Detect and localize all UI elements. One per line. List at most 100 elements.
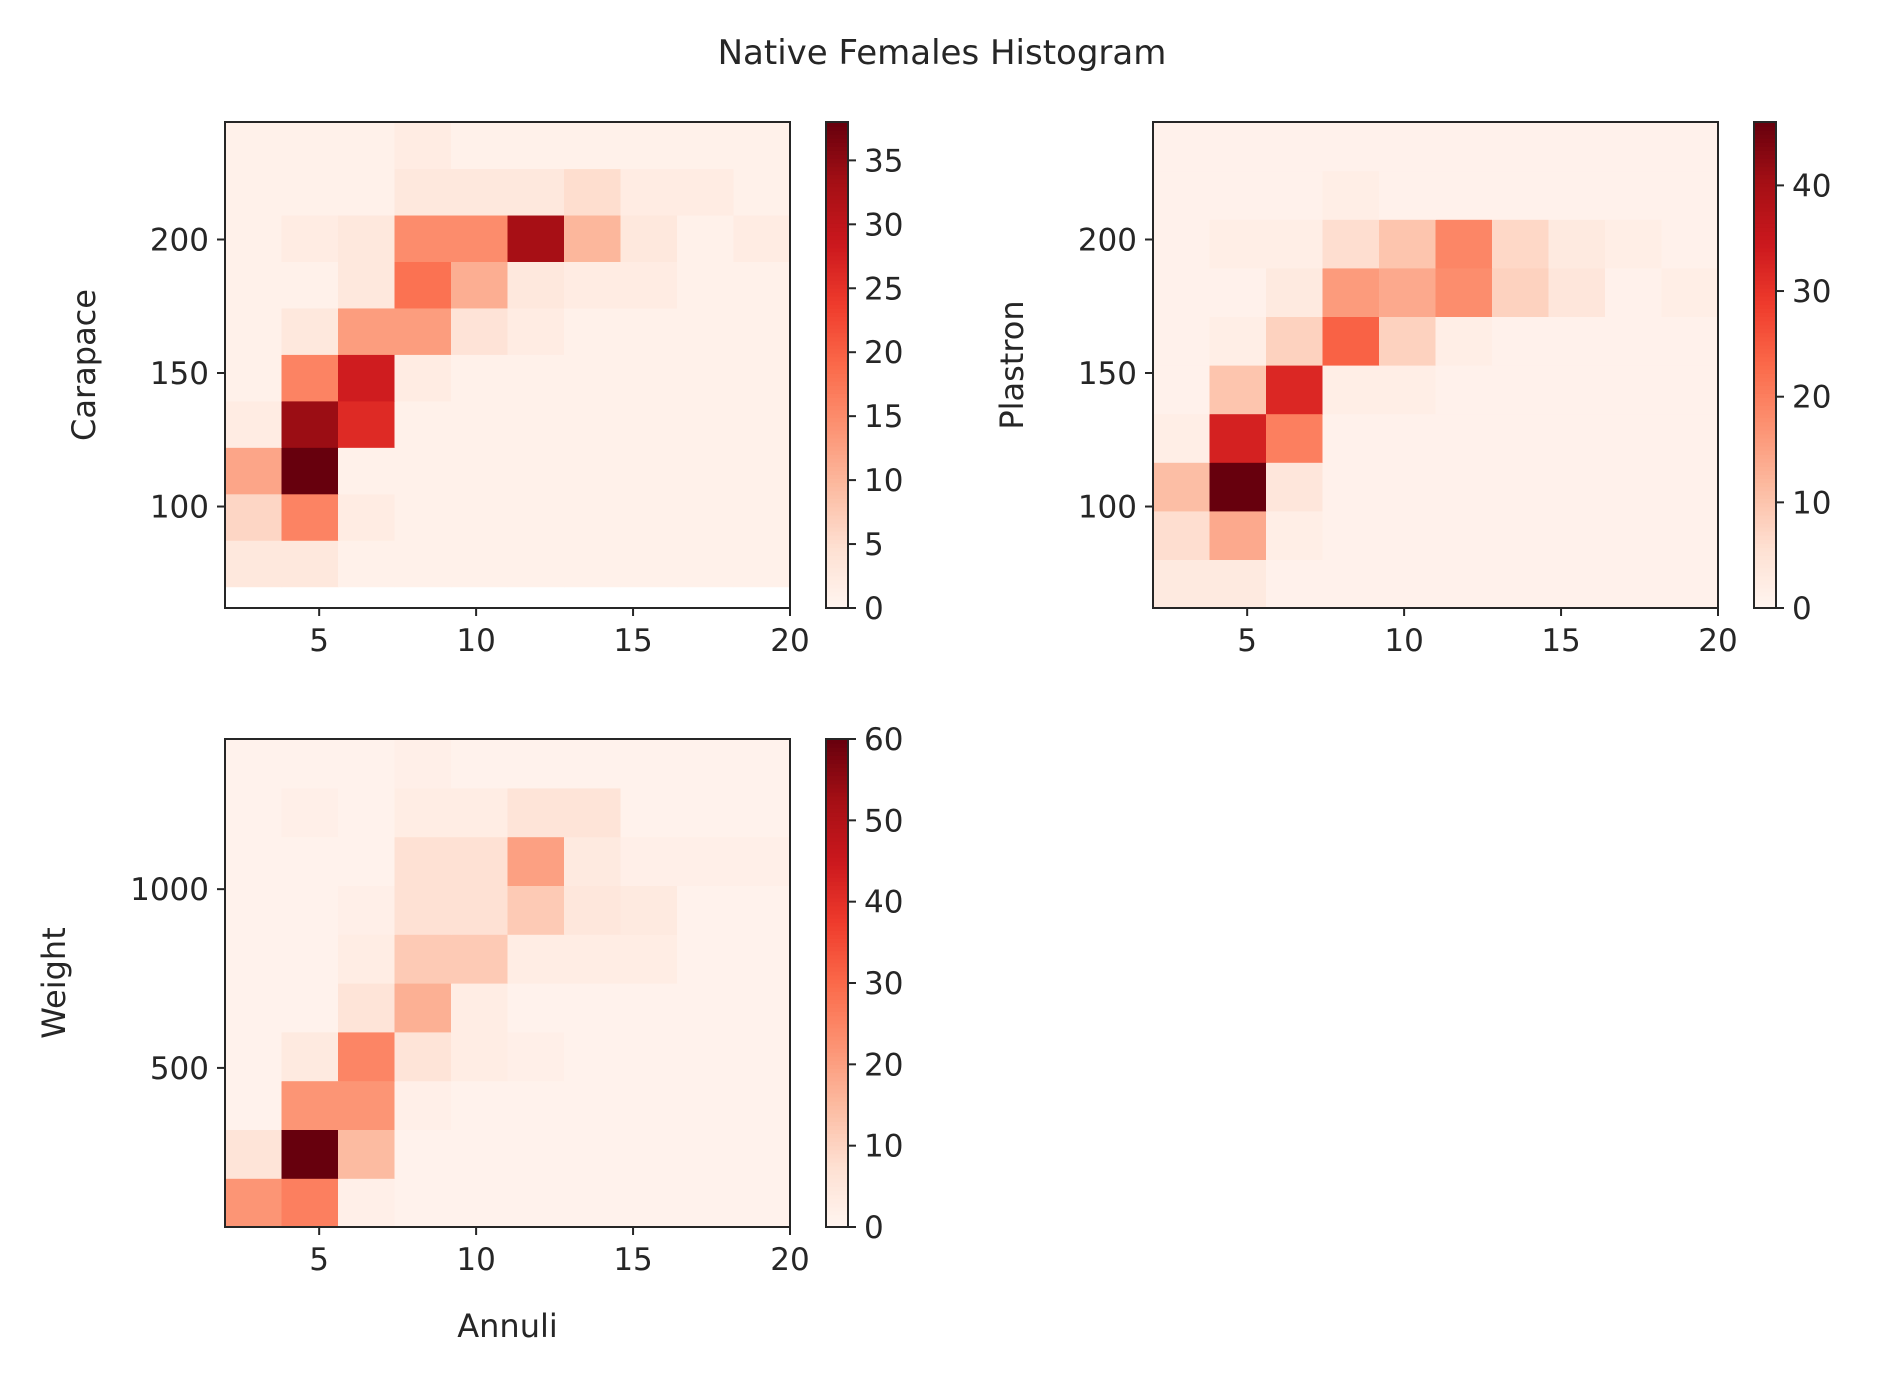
colorbar-segment (826, 1096, 848, 1102)
heatmap-cell (281, 168, 339, 216)
colorbar-segment (1754, 514, 1776, 520)
heatmap-cell (733, 214, 791, 262)
colorbar-tick-label: 30 (864, 966, 903, 1002)
heatmap-cell (1661, 510, 1719, 560)
heatmap-cell (1661, 170, 1719, 220)
heatmap-cell (677, 214, 735, 262)
heatmap-cell (1209, 462, 1267, 512)
colorbar-segment (826, 348, 848, 354)
heatmap-cell (1379, 219, 1437, 269)
heatmap-cell (677, 540, 735, 588)
colorbar-segment (826, 1149, 848, 1155)
colorbar-segment (826, 174, 848, 180)
colorbar-segment (826, 409, 848, 415)
heatmap-cell (507, 983, 565, 1033)
colorbar-segment (826, 130, 848, 135)
heatmap-cell (1605, 122, 1663, 172)
heatmap-cell (733, 983, 791, 1033)
colorbar-segment (1754, 417, 1776, 423)
heatmap-cell (733, 307, 791, 355)
colorbar-segment (1754, 215, 1776, 220)
heatmap-cell (564, 1080, 622, 1130)
heatmap-cell (281, 400, 339, 448)
colorbar-segment (1754, 142, 1776, 147)
colorbar-segment (1754, 259, 1776, 265)
colorbar-segment (826, 450, 848, 455)
heatmap-cell (733, 447, 791, 495)
colorbar-segment (826, 893, 848, 899)
colorbar-frame (1753, 121, 1777, 609)
heatmap-cell (1153, 413, 1211, 463)
heatmap-cell (225, 934, 283, 984)
colorbar-segment (826, 1113, 848, 1118)
colorbar-tick-label: 30 (864, 207, 903, 243)
colorbar-segment (826, 987, 848, 992)
heatmap-cell (507, 540, 565, 588)
colorbar-segment (826, 901, 848, 907)
x-tick-label: 10 (456, 1242, 495, 1278)
heatmap-cell (451, 261, 509, 309)
colorbar-segment (826, 227, 848, 232)
heatmap-cell (451, 787, 509, 838)
colorbar-segment (826, 922, 848, 927)
colorbar-segment (826, 779, 848, 785)
heatmap-cell (507, 739, 565, 789)
heatmap-cell (394, 447, 452, 495)
colorbar-segment (826, 502, 848, 508)
heatmap-cell (1209, 413, 1267, 463)
heatmap-cell (733, 934, 791, 984)
colorbar-segment (826, 267, 848, 273)
colorbar-segment (1754, 239, 1776, 245)
colorbar-segment (1754, 433, 1776, 439)
colorbar-tick-label: 10 (1792, 485, 1831, 521)
colorbar-segment (826, 787, 848, 793)
colorbar-segment (1754, 531, 1776, 536)
colorbar-segment (1754, 595, 1776, 601)
colorbar-segment (826, 344, 848, 350)
colorbar-segment (1754, 377, 1776, 382)
heatmap-cell (507, 400, 565, 448)
heatmap-cell (338, 1129, 396, 1179)
colorbar-segment (826, 856, 848, 862)
colorbar-segment (826, 1178, 848, 1183)
colorbar-segment (826, 498, 848, 504)
colorbar-segment (826, 1039, 848, 1045)
heatmap-cell (564, 1031, 622, 1082)
colorbar-segment (826, 1011, 848, 1017)
heatmap-cell (394, 983, 452, 1033)
colorbar-segment (826, 182, 848, 188)
heatmap-cell (564, 885, 622, 935)
colorbar-segment (826, 958, 848, 964)
colorbar-segment (1754, 425, 1776, 431)
colorbar-segment (1754, 401, 1776, 407)
colorbar-segment (826, 824, 848, 830)
heatmap-cell (733, 168, 791, 216)
heatmap-cell (451, 307, 509, 355)
colorbar-segment (1754, 599, 1776, 605)
colorbar-segment (1754, 385, 1776, 390)
heatmap-cell (620, 168, 678, 216)
heatmap-cell (1322, 365, 1380, 415)
colorbar-segment (1754, 446, 1776, 451)
colorbar-segment (1754, 247, 1776, 253)
heatmap-cell (1492, 122, 1550, 172)
colorbar-segment (826, 543, 848, 548)
colorbar-segment (826, 142, 848, 147)
heatmap-cell (1153, 219, 1211, 269)
heatmap-cell (1379, 462, 1437, 512)
heatmap-cell (1492, 267, 1550, 317)
colorbar-segment (1754, 369, 1776, 374)
colorbar-segment (826, 1129, 848, 1135)
colorbar-segment (826, 970, 848, 976)
heatmap-cell (1492, 559, 1550, 609)
colorbar-segment (826, 1088, 848, 1094)
colorbar-segment (826, 275, 848, 281)
colorbar-segment (826, 844, 848, 850)
colorbar-segment (826, 575, 848, 581)
heatmap-cell (394, 1080, 452, 1130)
colorbar-segment (826, 800, 848, 805)
colorbar-segment (826, 490, 848, 496)
heatmap-cell (281, 934, 339, 984)
heatmap-cell (1209, 510, 1267, 560)
